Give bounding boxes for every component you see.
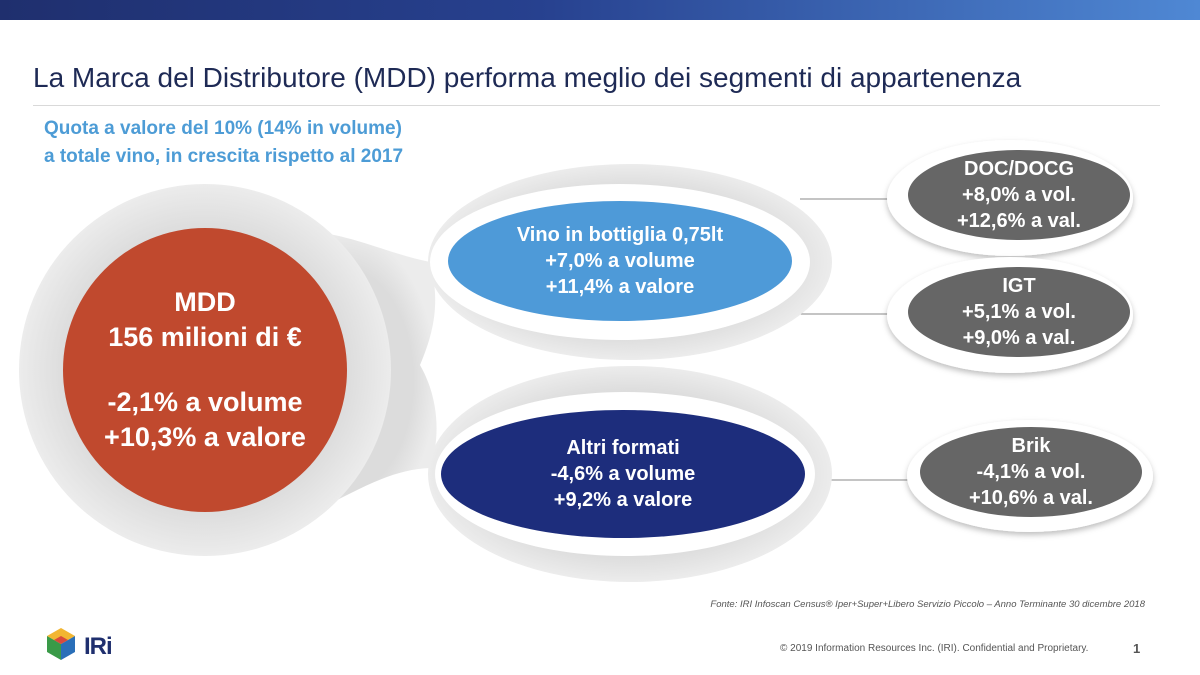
bottiglia-valore: +11,4% a valore — [545, 276, 695, 298]
mdd-valore: +10,3% a valore — [104, 422, 306, 453]
igt-node: IGT +5,1% a vol. +9,0% a val. — [908, 269, 1130, 355]
altri-label: Altri formati — [566, 437, 680, 459]
brik-node: Brik -4,1% a vol. +10,6% a val. — [920, 429, 1142, 515]
mdd-node: MDD 156 milioni di € -2,1% a volume +10,… — [63, 228, 347, 512]
igt-label: IGT — [1002, 275, 1036, 297]
altri-valore: +9,2% a valore — [553, 489, 693, 511]
mdd-value: 156 milioni di € — [108, 321, 302, 352]
igt-val: +9,0% a val. — [962, 327, 1076, 349]
bottiglia-ellipse — [448, 201, 792, 321]
brik-label: Brik — [1011, 435, 1051, 457]
brik-ellipse — [920, 427, 1142, 517]
doc-label: DOC/DOCG — [964, 158, 1074, 180]
top-banner — [0, 0, 1200, 20]
altri-volume: -4,6% a volume — [550, 463, 696, 485]
copyright: © 2019 Information Resources Inc. (IRI).… — [780, 643, 1089, 654]
source-note: Fonte: IRI Infoscan Census® Iper+Super+L… — [710, 599, 1145, 610]
doc-vol: +8,0% a vol. — [962, 184, 1076, 206]
brand-name: IRi — [84, 633, 113, 660]
subtitle-line-2: a totale vino, in crescita rispetto al 2… — [44, 146, 404, 167]
igt-ellipse — [908, 267, 1130, 357]
title-divider — [33, 105, 1160, 106]
altri-ellipse — [441, 410, 805, 538]
mdd-circle — [63, 228, 347, 512]
doc-val: +12,6% a val. — [957, 210, 1081, 232]
subtitle-line-1: Quota a valore del 10% (14% in volume) — [44, 118, 402, 139]
altri-node: Altri formati -4,6% a volume +9,2% a val… — [441, 410, 805, 538]
iri-logo-icon — [47, 628, 75, 660]
mdd-label: MDD — [174, 286, 236, 317]
brik-vol: -4,1% a vol. — [976, 461, 1086, 483]
bottiglia-node: Vino in bottiglia 0,75lt +7,0% a volume … — [448, 201, 792, 321]
doc-node: DOC/DOCG +8,0% a vol. +12,6% a val. — [908, 152, 1130, 238]
mdd-volume: -2,1% a volume — [107, 387, 303, 417]
brik-val: +10,6% a val. — [969, 487, 1093, 509]
igt-vol: +5,1% a vol. — [962, 301, 1076, 323]
page-title: La Marca del Distributore (MDD) performa… — [33, 62, 1022, 93]
doc-ellipse — [908, 150, 1130, 240]
bottiglia-volume: +7,0% a volume — [545, 250, 695, 272]
bottiglia-label: Vino in bottiglia 0,75lt — [516, 224, 724, 246]
page-number: 1 — [1133, 641, 1141, 656]
subtitle: Quota a valore del 10% (14% in volume) a… — [44, 115, 403, 171]
